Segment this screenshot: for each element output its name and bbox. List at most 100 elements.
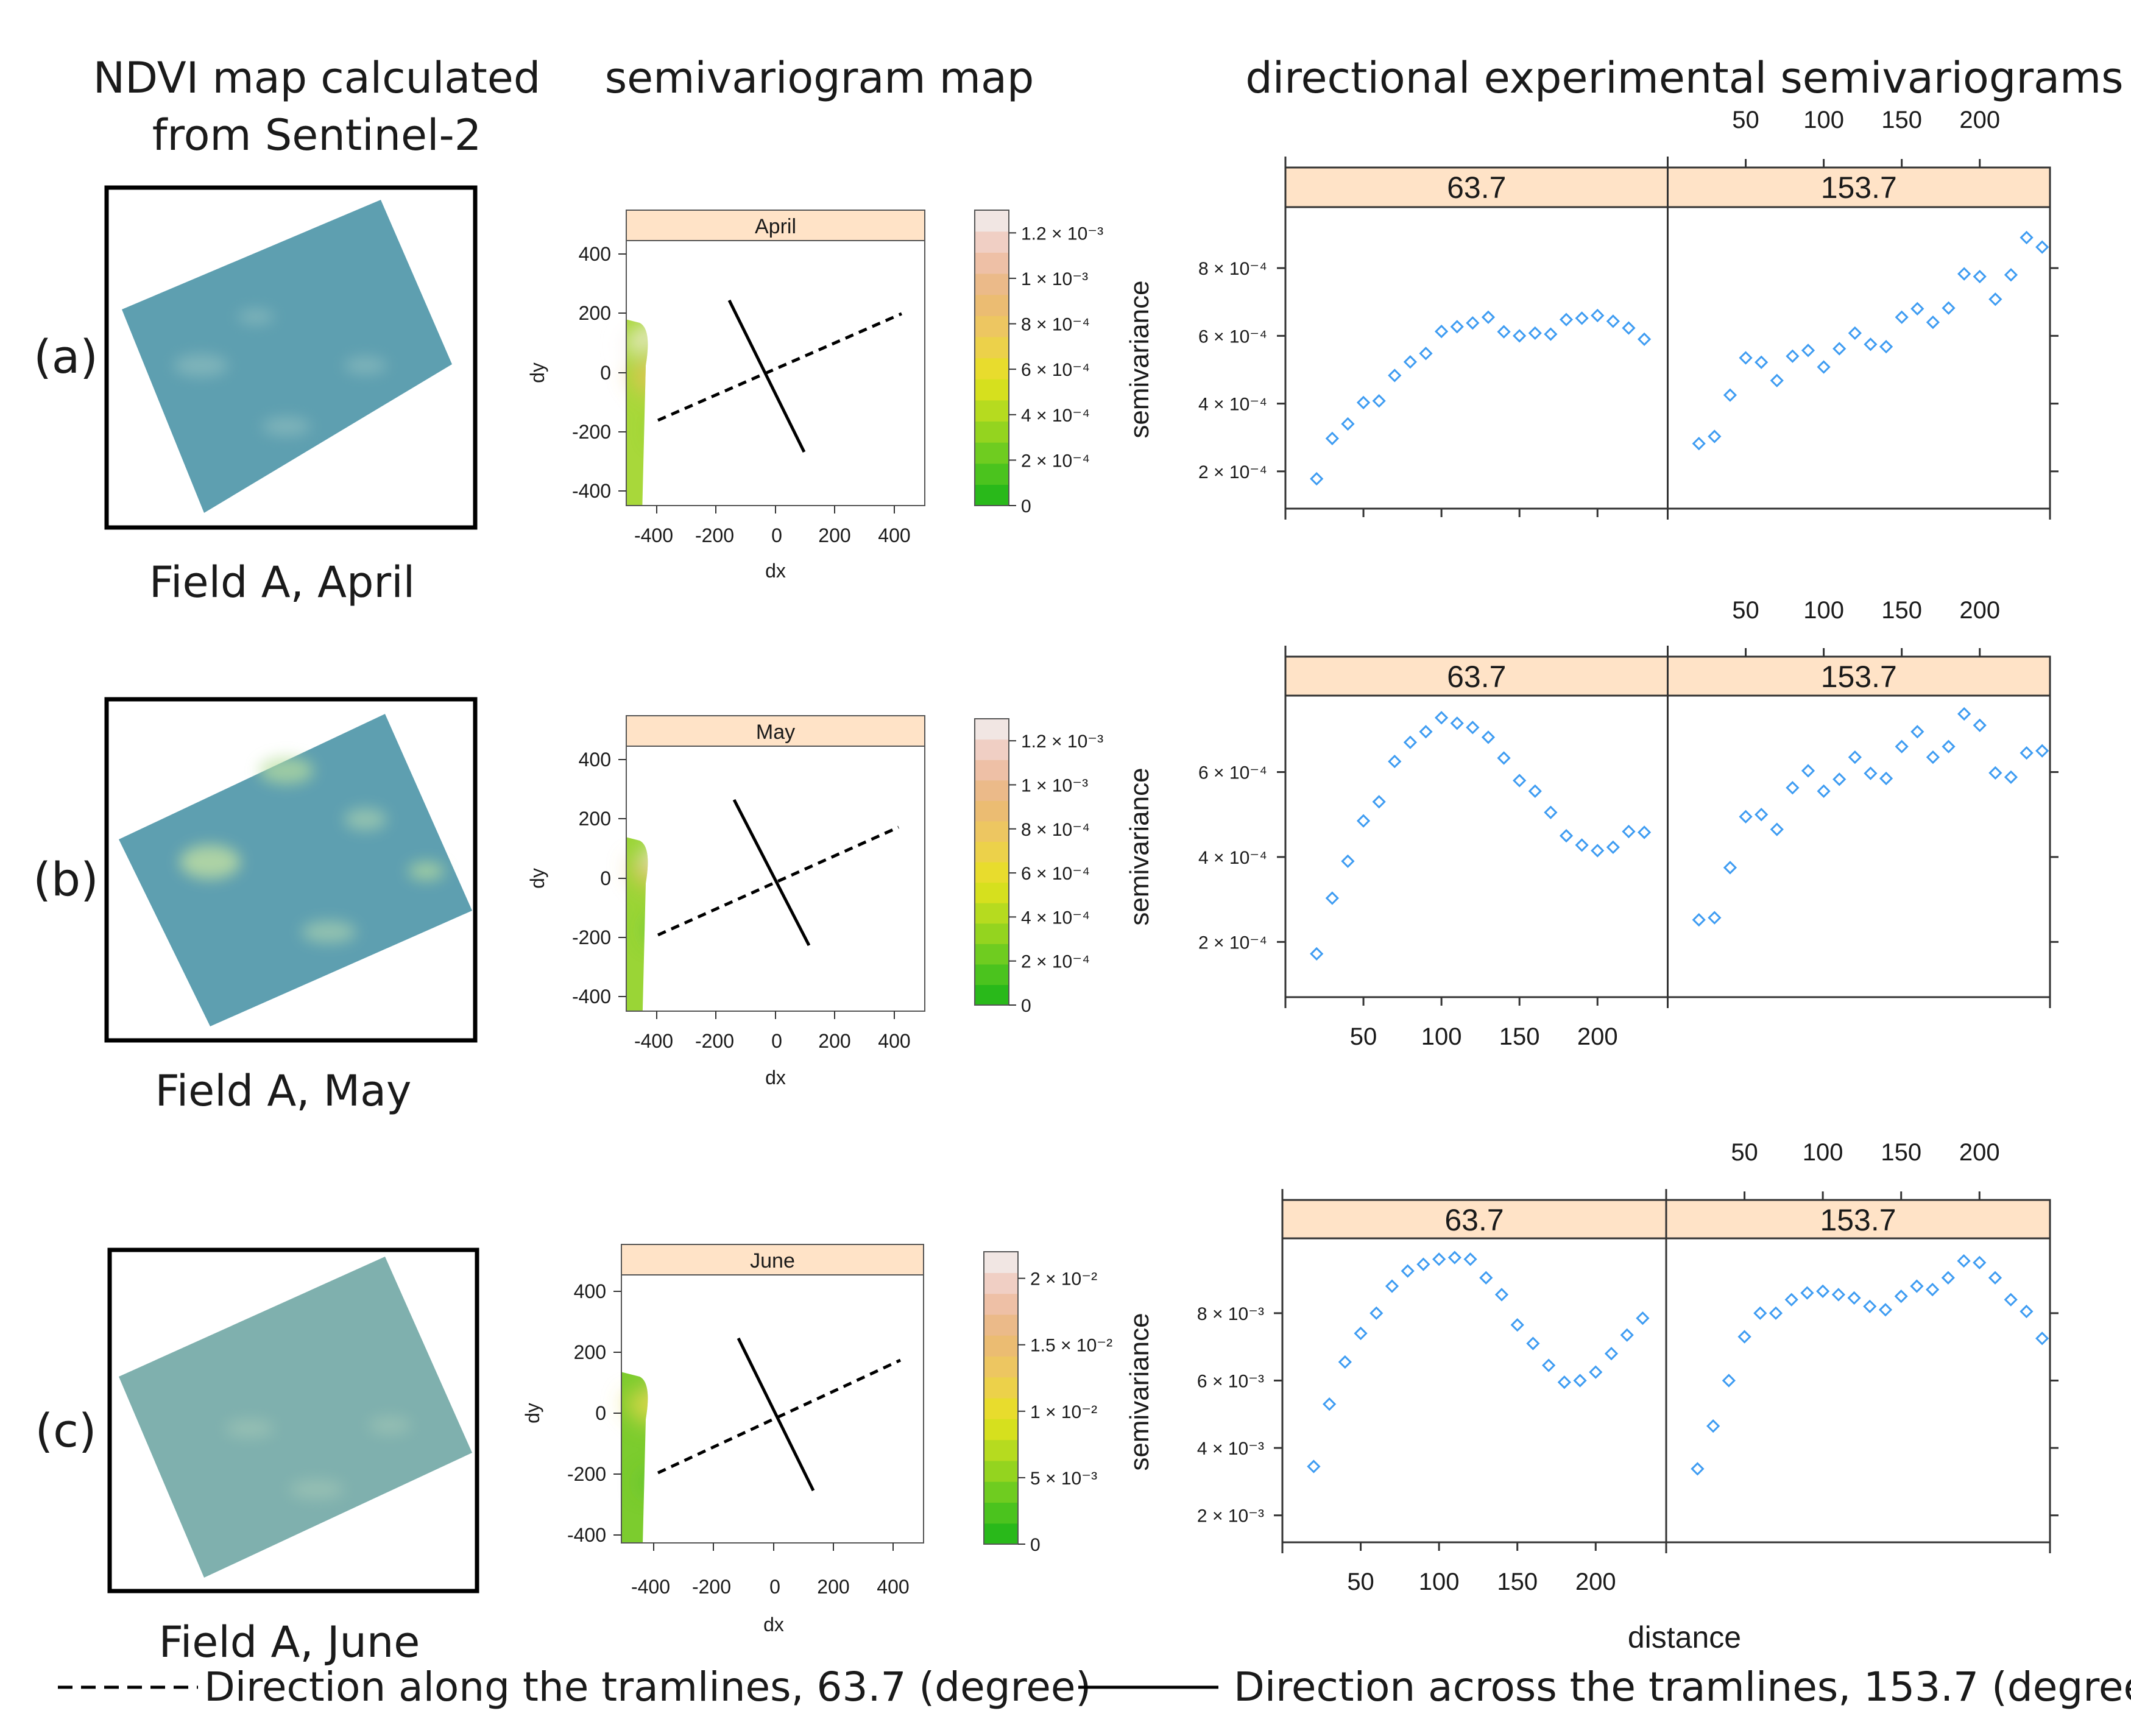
- colorbar-band: [984, 1460, 1018, 1482]
- colorbar-tick-label: 2 × 10⁻⁴: [1021, 952, 1090, 972]
- map-ytick: 0: [595, 1402, 606, 1424]
- colorbar-band: [975, 273, 1009, 295]
- map-ylabel: dy: [526, 362, 548, 383]
- x-tick-label-bottom: 150: [1499, 1023, 1540, 1050]
- data-point: [1544, 805, 1558, 819]
- ndvi-field-c: [119, 1257, 472, 1578]
- data-point: [1988, 1271, 2002, 1285]
- data-point: [1419, 725, 1433, 739]
- colorbar-band: [975, 800, 1009, 822]
- ndvi-panel-b: Field A, May: [104, 697, 478, 1116]
- data-point: [1463, 1252, 1477, 1266]
- data-point: [1895, 739, 1909, 753]
- map-xtick: 400: [878, 524, 910, 546]
- map-xtick: 400: [878, 1030, 910, 1052]
- data-point: [1544, 327, 1558, 341]
- colorbar-band: [984, 1335, 1018, 1357]
- variogram-xlabel: distance: [1628, 1620, 1741, 1654]
- data-point: [1910, 302, 1924, 316]
- map-ytick: -400: [567, 1524, 606, 1546]
- x-tick-label-top: 100: [1803, 107, 1844, 133]
- direction-line-along-may: [657, 825, 900, 937]
- map-xlabel: dx: [763, 1614, 784, 1635]
- data-point: [1497, 751, 1511, 765]
- data-point: [2020, 746, 2034, 760]
- data-point: [1910, 725, 1924, 739]
- colorbar-band: [975, 442, 1009, 464]
- y-axis-label: semivariance: [1125, 1313, 1154, 1470]
- data-point: [1494, 1288, 1509, 1302]
- map-ytick: -200: [567, 1463, 606, 1485]
- colorbar-band: [975, 719, 1009, 740]
- data-point: [1973, 1255, 1987, 1269]
- data-point: [1450, 716, 1464, 730]
- data-point: [1542, 1358, 1556, 1372]
- data-point: [1341, 417, 1355, 431]
- data-point: [1419, 347, 1433, 361]
- colorbar-band: [984, 1398, 1018, 1419]
- data-point: [1878, 1303, 1893, 1317]
- data-point: [1416, 1257, 1430, 1271]
- data-point: [1786, 349, 1800, 363]
- map-ytick: 0: [600, 867, 611, 889]
- x-tick-label-top: 50: [1731, 1139, 1758, 1166]
- map-title-may: May: [756, 721, 795, 744]
- y-tick-label: 4 × 10⁻⁴: [1198, 395, 1267, 415]
- colorbar-band: [984, 1252, 1018, 1273]
- map-ytick: -200: [572, 421, 611, 443]
- colorbar-tick-label: 8 × 10⁻⁴: [1021, 820, 1090, 840]
- data-point: [1942, 739, 1956, 753]
- strip-label: 63.7: [1444, 1203, 1504, 1237]
- colorbar-band: [975, 964, 1009, 986]
- data-point: [1739, 810, 1753, 824]
- x-tick-label-bottom: 100: [1419, 1568, 1460, 1595]
- data-point: [1466, 316, 1480, 330]
- colorbar-band: [975, 882, 1009, 903]
- colorbar-band: [975, 739, 1009, 760]
- colorbar-band: [975, 820, 1009, 842]
- data-point: [1926, 1282, 1940, 1297]
- colorbar-band: [975, 421, 1009, 443]
- data-point: [1310, 947, 1324, 961]
- data-point: [2004, 1293, 2018, 1307]
- ndvi-field-a: [122, 200, 452, 513]
- map-ytick: -400: [572, 480, 611, 502]
- ndvi-field-b: [119, 714, 472, 1026]
- data-point: [1372, 795, 1386, 809]
- colorbar-band: [975, 903, 1009, 924]
- colorbar-band: [975, 780, 1009, 801]
- data-point: [1973, 718, 1987, 732]
- map-xtick: 200: [818, 1030, 850, 1052]
- data-point: [1832, 772, 1847, 786]
- colorbar-band: [975, 944, 1009, 965]
- data-point: [2020, 1304, 2034, 1319]
- map-xtick: 0: [771, 1030, 782, 1052]
- data-point: [1620, 1328, 1634, 1342]
- colorbar-band: [984, 1293, 1018, 1315]
- data-point: [1753, 1306, 1767, 1320]
- y-tick-label: 2 × 10⁻⁴: [1198, 462, 1267, 482]
- x-tick-label-top: 200: [1959, 107, 2000, 133]
- semivariogram-map-june: June -400 -200: [521, 1244, 924, 1635]
- data-point: [1894, 1290, 1908, 1304]
- data-point: [1356, 814, 1371, 828]
- map-ytick: 200: [574, 1341, 606, 1363]
- data-point: [1606, 840, 1620, 855]
- x-tick-label-top: 150: [1881, 1139, 1921, 1166]
- map-ytick: 0: [600, 362, 611, 384]
- data-point: [1864, 337, 1878, 351]
- x-tick-label-top: 150: [1881, 107, 1922, 133]
- data-point: [1636, 1311, 1650, 1325]
- map-ytick: -400: [572, 986, 611, 1007]
- colorbar-tick-label: 6 × 10⁻⁴: [1021, 360, 1090, 380]
- colorbar-band: [975, 294, 1009, 316]
- data-point: [1723, 861, 1737, 875]
- colorbars: 0 2 × 10⁻⁴ 4 × 10⁻⁴ 6 × 10⁻⁴ 8 × 10⁻⁴ 1 × 10⁻…: [974, 210, 1112, 1555]
- data-point: [1434, 324, 1449, 339]
- colorbar-band: [975, 760, 1009, 781]
- data-point: [1497, 325, 1511, 339]
- data-point: [1769, 1306, 1783, 1320]
- data-point: [1801, 344, 1815, 358]
- strip-label: 153.7: [1821, 171, 1897, 205]
